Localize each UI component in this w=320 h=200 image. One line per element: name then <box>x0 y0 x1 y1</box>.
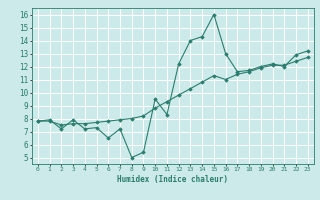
X-axis label: Humidex (Indice chaleur): Humidex (Indice chaleur) <box>117 175 228 184</box>
